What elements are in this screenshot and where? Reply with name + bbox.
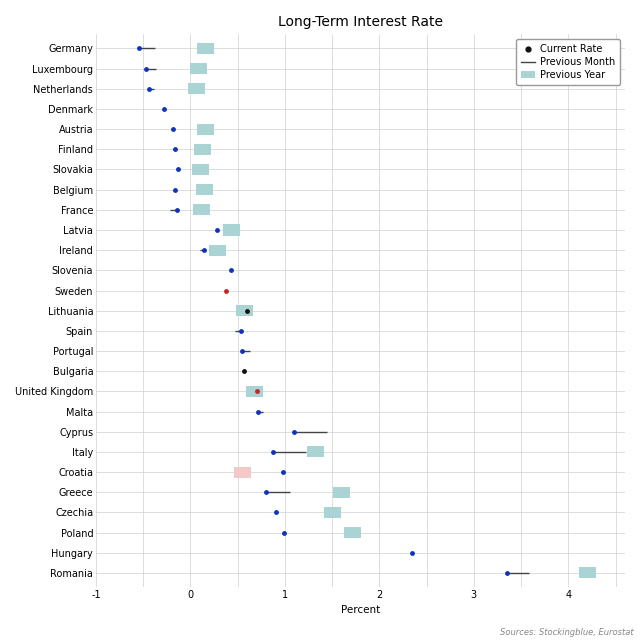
Text: Sources: Stockingblue, Eurostat: Sources: Stockingblue, Eurostat <box>500 628 634 637</box>
Bar <box>246 386 263 397</box>
Bar <box>196 184 213 195</box>
Bar <box>333 486 350 498</box>
Bar <box>191 63 207 74</box>
Title: Long-Term Interest Rate: Long-Term Interest Rate <box>278 15 443 29</box>
X-axis label: Percent: Percent <box>341 605 380 616</box>
Bar <box>197 43 214 54</box>
Bar <box>223 225 239 236</box>
Bar <box>324 507 340 518</box>
Legend: Current Rate, Previous Month, Previous Year: Current Rate, Previous Month, Previous Y… <box>516 39 620 84</box>
Bar <box>209 244 227 256</box>
Bar <box>579 568 596 579</box>
Bar <box>234 467 251 477</box>
Bar <box>197 124 214 134</box>
Bar <box>188 83 205 94</box>
Bar <box>307 446 324 458</box>
Bar <box>193 204 211 216</box>
Bar <box>344 527 362 538</box>
Bar <box>193 164 209 175</box>
Bar <box>195 144 211 155</box>
Bar <box>236 305 253 316</box>
